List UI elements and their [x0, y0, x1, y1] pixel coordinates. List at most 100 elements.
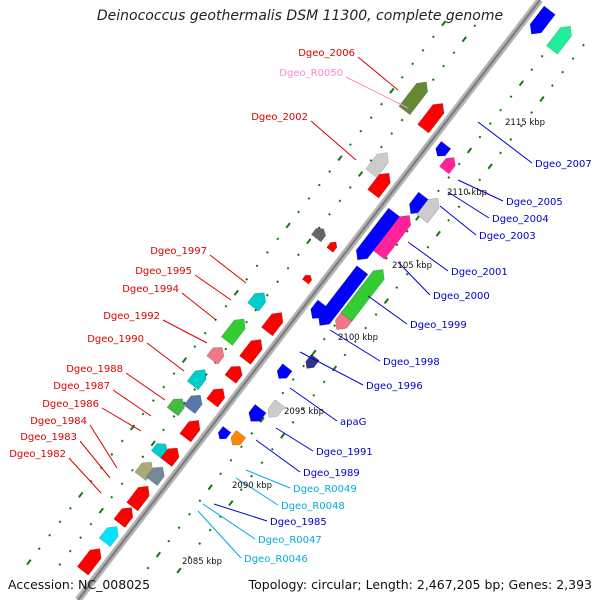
leader-line: [447, 191, 490, 219]
tick-dot: [259, 416, 265, 423]
tick-dot: [141, 455, 145, 459]
tick-dot: [58, 520, 62, 524]
leader-line: [79, 440, 111, 479]
label-leader-lines: [68, 56, 533, 559]
tick-dot: [317, 183, 321, 187]
tick-dot: [219, 472, 223, 476]
tick-dot: [172, 414, 176, 418]
tick-dot: [141, 412, 145, 416]
gene-arrow: [318, 265, 369, 326]
tick-dot: [198, 499, 202, 503]
gene-shape: [267, 399, 286, 418]
tick-dot: [499, 108, 503, 112]
gene-label[interactable]: Dgeo_2002: [251, 112, 308, 123]
gene-label[interactable]: apaG: [340, 417, 366, 428]
gene-arrow: [365, 152, 389, 178]
gene-shape: [529, 5, 556, 35]
leader-line: [202, 503, 256, 540]
gene-label[interactable]: Dgeo_1995: [135, 266, 192, 277]
tick-dot: [286, 266, 290, 270]
gene-label[interactable]: Dgeo_1986: [42, 399, 99, 410]
tick-dot: [421, 48, 425, 52]
gene-arrow: [398, 81, 428, 116]
gene-label[interactable]: Dgeo_R0046: [244, 554, 308, 565]
gene-shape: [301, 274, 313, 285]
gene-shape: [373, 215, 412, 260]
gene-arrow: [435, 141, 452, 157]
tick-dot: [276, 280, 280, 284]
gene-shape: [311, 228, 326, 243]
gene-label[interactable]: Dgeo_2003: [479, 231, 536, 242]
tick-dot: [229, 458, 233, 462]
tick-dot: [457, 162, 461, 166]
gene-shape: [305, 353, 320, 369]
gene-label[interactable]: Dgeo_1997: [150, 246, 207, 257]
tick-dot: [395, 286, 399, 290]
gene-label[interactable]: Dgeo_1991: [316, 447, 373, 458]
gene-arrow: [206, 347, 225, 365]
gene-label[interactable]: Dgeo_R0047: [258, 535, 322, 546]
gene-shape: [76, 548, 102, 576]
tick-dot: [151, 399, 155, 402]
tick-dot: [198, 542, 202, 545]
tick-dot: [233, 289, 239, 296]
tick-dot: [129, 424, 136, 431]
gene-label[interactable]: Dgeo_1987: [53, 381, 110, 392]
gene-label[interactable]: Dgeo_R0048: [281, 501, 345, 512]
gene-arrow: [305, 353, 320, 369]
gene-label[interactable]: Dgeo_1982: [9, 449, 66, 460]
gene-shape: [355, 207, 401, 261]
gene-label[interactable]: Dgeo_2004: [492, 214, 549, 225]
tick-dot: [348, 143, 352, 147]
leader-line: [68, 457, 102, 494]
gene-label[interactable]: Dgeo_1989: [303, 468, 360, 479]
gene-label[interactable]: Dgeo_2007: [535, 159, 592, 170]
gene-arrow: [355, 207, 401, 261]
gene-label[interactable]: Dgeo_2005: [506, 197, 563, 208]
gene-shape: [365, 152, 389, 178]
gene-arrow: [206, 388, 226, 408]
tick-dot: [98, 507, 104, 514]
gene-shape: [318, 265, 369, 326]
gene-label[interactable]: Dgeo_1996: [366, 381, 423, 392]
tick-dot: [369, 116, 373, 120]
tick-dot: [518, 80, 525, 87]
gene-label[interactable]: Dgeo_1988: [66, 364, 123, 375]
gene-label[interactable]: Dgeo_1984: [30, 416, 87, 427]
tick-dot: [250, 474, 253, 478]
tick-dot: [250, 431, 254, 435]
gene-arrow: [248, 404, 267, 422]
tick-dot: [224, 304, 228, 308]
gene-arrow: [409, 191, 431, 215]
tick-dot: [110, 453, 114, 456]
tick-dot: [380, 102, 383, 106]
leader-line: [299, 351, 364, 386]
gene-tracks: [76, 5, 572, 576]
gene-label[interactable]: Dgeo_1990: [87, 334, 144, 345]
gene-label[interactable]: Dgeo_1999: [410, 320, 467, 331]
map-title: Deinococcus geothermalis DSM 11300, comp…: [96, 8, 504, 24]
gene-label[interactable]: Dgeo_1983: [20, 432, 77, 443]
leader-line: [457, 179, 504, 202]
gene-label[interactable]: Dgeo_2001: [451, 267, 508, 278]
gene-shape: [276, 363, 293, 379]
gene-shape: [247, 292, 267, 312]
tick-dot: [395, 243, 399, 247]
tick-dot: [383, 298, 390, 305]
gene-shape: [398, 81, 428, 116]
gene-label[interactable]: Dgeo_R0050: [279, 68, 343, 79]
gene-label[interactable]: Dgeo_1985: [270, 517, 327, 528]
gene-label[interactable]: Dgeo_1998: [383, 357, 440, 368]
gene-label[interactable]: Dgeo_2006: [298, 48, 355, 59]
tick-dot: [162, 385, 166, 389]
gene-label[interactable]: Dgeo_R0049: [293, 484, 357, 495]
gene-shape: [326, 241, 338, 253]
gene-label[interactable]: Dgeo_2000: [433, 291, 490, 302]
gene-shape: [206, 347, 225, 365]
tick-dot: [328, 212, 331, 216]
gene-label[interactable]: Dgeo_1992: [103, 311, 160, 322]
leader-line: [213, 503, 268, 522]
tick-dot: [405, 272, 409, 276]
gene-label[interactable]: Dgeo_1994: [122, 284, 179, 295]
gene-shape: [239, 339, 263, 365]
